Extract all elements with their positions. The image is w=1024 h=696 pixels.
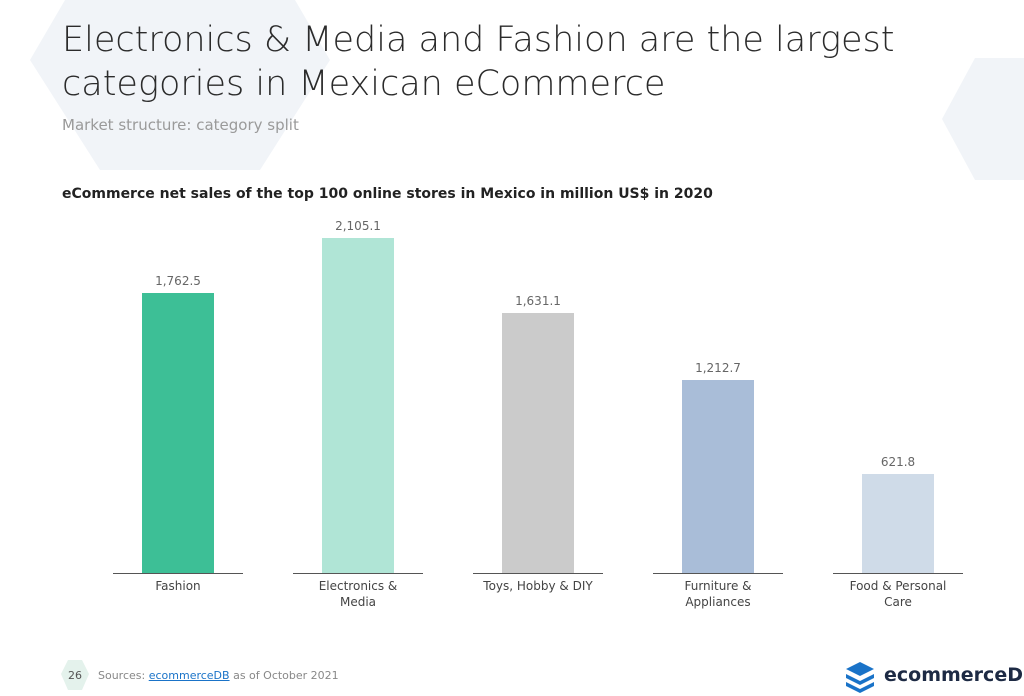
bar [142, 292, 214, 573]
x-tick-label: Furniture & Appliances [684, 579, 752, 609]
value-label: 1,762.5 [155, 273, 201, 288]
hexagon [30, 0, 330, 170]
baseline [653, 573, 783, 574]
value-label: 1,631.1 [515, 294, 561, 309]
x-tick-label: Electronics & Media [318, 579, 398, 609]
source-link[interactable]: ecommerceDB [148, 669, 230, 682]
date: October 2021 [263, 669, 339, 682]
baseline [473, 573, 603, 574]
logo-text: ecommerceDB [884, 664, 1024, 686]
bar [502, 313, 574, 573]
x-tick-label: Toys, Hobby & DIY [483, 579, 593, 593]
footer: Sources: ecommerceDB as of October 2021 [98, 669, 339, 682]
baseline [113, 573, 243, 574]
value-label: 1,212.7 [695, 361, 741, 375]
slide-subtitle: Market structure: category split [62, 116, 299, 134]
bar [862, 474, 934, 573]
x-tick-label: Food & Personal Care [849, 579, 947, 609]
slide-title: Electronics & Media and Fashion are the … [62, 20, 895, 104]
value-label: 621.8 [880, 455, 916, 470]
bar [682, 380, 754, 573]
hexagon [942, 58, 1024, 180]
sources-prefix: Sources: [98, 669, 146, 682]
baseline [833, 573, 963, 574]
logo-icon [846, 662, 874, 693]
value-label: 2,105.1 [335, 219, 381, 233]
x-tick-label: Fashion [155, 579, 201, 593]
page-number: 26 [68, 668, 82, 682]
bar [322, 238, 394, 573]
as-of: as of [233, 669, 260, 682]
chart-title: eCommerce net sales of the top 100 onlin… [62, 186, 713, 202]
page-hexagon [61, 660, 89, 690]
baseline [293, 573, 423, 574]
